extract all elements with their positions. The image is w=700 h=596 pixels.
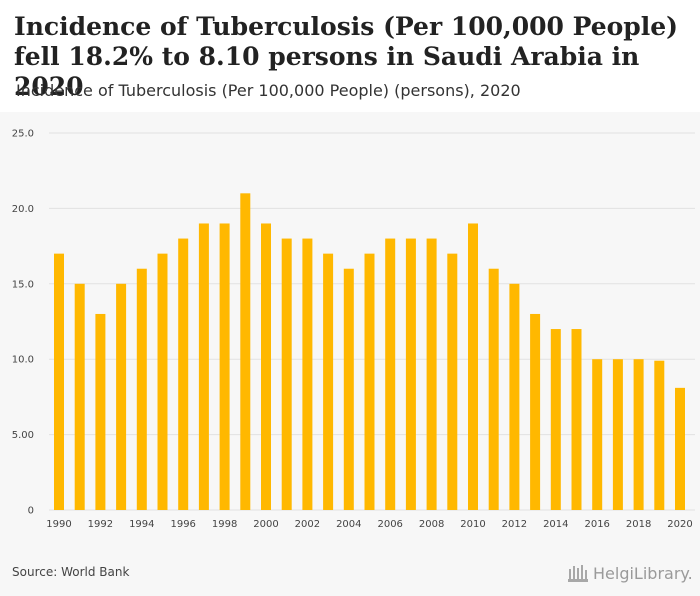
chart-subtitle: Incidence of Tuberculosis (Per 100,000 P… (16, 81, 521, 100)
x-tick-label: 2020 (667, 519, 692, 530)
bar-2018 (633, 359, 644, 510)
bar-2010 (468, 223, 478, 510)
bar-2007 (405, 238, 416, 510)
logo-text: HelgiLibrary. (593, 563, 693, 583)
bar-2004 (343, 268, 354, 510)
y-tick-label: 25.0 (12, 129, 34, 140)
bar-2017 (612, 359, 623, 510)
bar-1994 (136, 268, 147, 510)
bar-2012 (509, 283, 520, 510)
y-axis-ticks: 0 5.00 10.0 15.0 20.0 25.0 (12, 129, 34, 517)
x-tick-label: 2010 (460, 519, 485, 530)
bar-2001 (281, 238, 292, 510)
bar-1995 (157, 253, 168, 510)
bar-1996 (178, 238, 189, 510)
x-tick-label: 1990 (46, 519, 71, 530)
bars-layer (54, 193, 685, 510)
bar-2020 (675, 387, 685, 510)
x-tick-label: 1992 (88, 519, 113, 530)
source-note: Source: World Bank (12, 565, 130, 579)
bar-1998 (219, 223, 230, 510)
bar-1991 (74, 283, 85, 510)
x-tick-label: 2002 (295, 519, 320, 530)
bar-1999 (240, 193, 251, 510)
y-tick-label: 5.00 (12, 430, 34, 441)
bar-1992 (95, 313, 106, 510)
x-tick-label: 2008 (419, 519, 444, 530)
x-tick-label: 2014 (543, 519, 568, 530)
bar-2013 (530, 313, 541, 510)
bar-2000 (261, 223, 271, 510)
y-tick-label: 10.0 (12, 355, 34, 366)
library-icon (568, 565, 588, 582)
x-tick-label: 2016 (584, 519, 609, 530)
y-tick-label: 20.0 (12, 204, 34, 215)
y-tick-label: 15.0 (12, 279, 34, 290)
helgilibrary-logo: HelgiLibrary. (567, 562, 693, 584)
bar-1997 (198, 223, 209, 510)
x-tick-label: 1994 (129, 519, 154, 530)
x-tick-label: 2006 (377, 519, 402, 530)
x-axis-ticks: 1990 1992 1994 1996 1998 2000 2002 2004 2006 2008… (46, 519, 692, 530)
bar-2014 (550, 329, 561, 510)
bar-2003 (323, 253, 334, 510)
chart-title: Incidence of Tuberculosis (Per 100,000 P… (14, 12, 679, 101)
chart-header: Incidence of Tuberculosis (Per 100,000 P… (0, 0, 700, 112)
bar-2015 (571, 329, 582, 510)
x-tick-label: 2000 (253, 519, 278, 530)
bar-2016 (592, 359, 603, 510)
bar-1990 (54, 253, 64, 510)
bar-2006 (385, 238, 396, 510)
y-tick-label: 0 (28, 506, 34, 517)
bar-2008 (426, 238, 437, 510)
bar-2005 (364, 253, 375, 510)
x-tick-label: 1996 (170, 519, 195, 530)
bar-2002 (302, 238, 313, 510)
x-tick-label: 1998 (212, 519, 237, 530)
x-tick-label: 2004 (336, 519, 361, 530)
bar-1993 (116, 283, 127, 510)
bar-2019 (654, 360, 665, 510)
bar-2011 (488, 268, 499, 510)
x-tick-label: 2018 (626, 519, 651, 530)
bar-2009 (447, 253, 458, 510)
x-tick-label: 2012 (502, 519, 527, 530)
